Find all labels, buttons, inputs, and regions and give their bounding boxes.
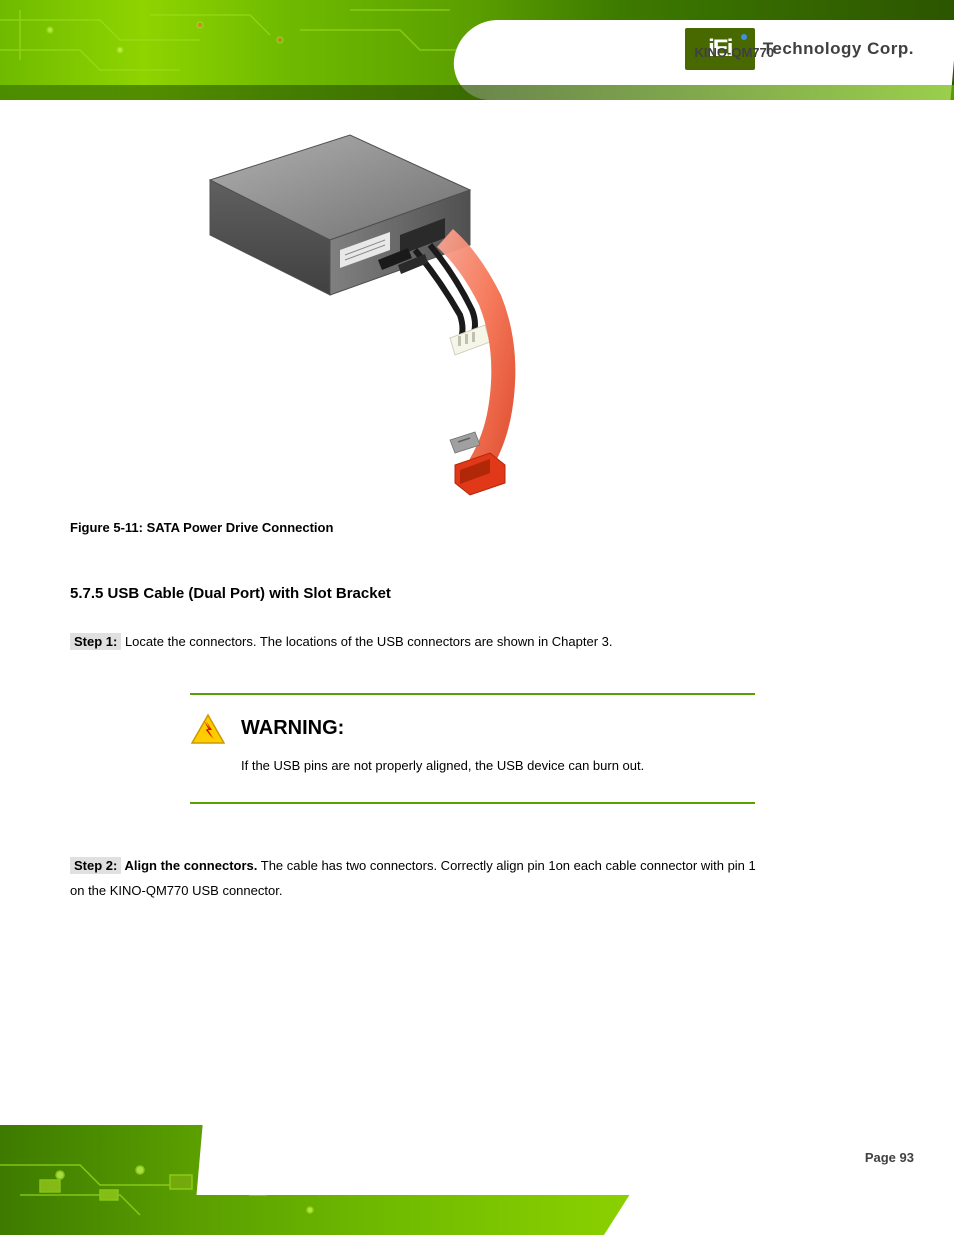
- footer-banner: Page 93: [0, 1125, 954, 1235]
- brand-name: Technology Corp.: [763, 39, 914, 59]
- main-content: Figure 5-11: SATA Power Drive Connection…: [60, 120, 760, 903]
- product-name: KINO-QM770: [695, 45, 774, 60]
- registered-mark: ®: [673, 57, 680, 68]
- step-1-body: Locate the connectors. The locations of …: [121, 634, 612, 649]
- header-strip: [0, 85, 954, 100]
- page-number: Page 93: [865, 1150, 914, 1165]
- warning-box: WARNING: If the USB pins are not properl…: [190, 693, 755, 804]
- step-1-label: Step 1:: [70, 633, 121, 650]
- section-heading: 5.7.5 USB Cable (Dual Port) with Slot Br…: [70, 585, 760, 602]
- warning-text: If the USB pins are not properly aligned…: [241, 755, 755, 777]
- step-2-label: Step 2:: [70, 857, 121, 874]
- figure-caption: Figure 5-11: SATA Power Drive Connection: [70, 520, 760, 535]
- warning-header: WARNING:: [190, 713, 755, 745]
- warning-title: WARNING:: [241, 717, 344, 740]
- step-1-text: Step 1: Locate the connectors. The locat…: [70, 632, 760, 653]
- step-2-strong: Align the connectors.: [121, 858, 257, 873]
- logo-dot-icon: [741, 34, 747, 40]
- footer-swoosh-left: [197, 1125, 704, 1195]
- sata-drive-figure: [190, 120, 570, 500]
- step-2-text: Step 2: Align the connectors. The cable …: [70, 854, 760, 903]
- warning-icon: [190, 713, 226, 745]
